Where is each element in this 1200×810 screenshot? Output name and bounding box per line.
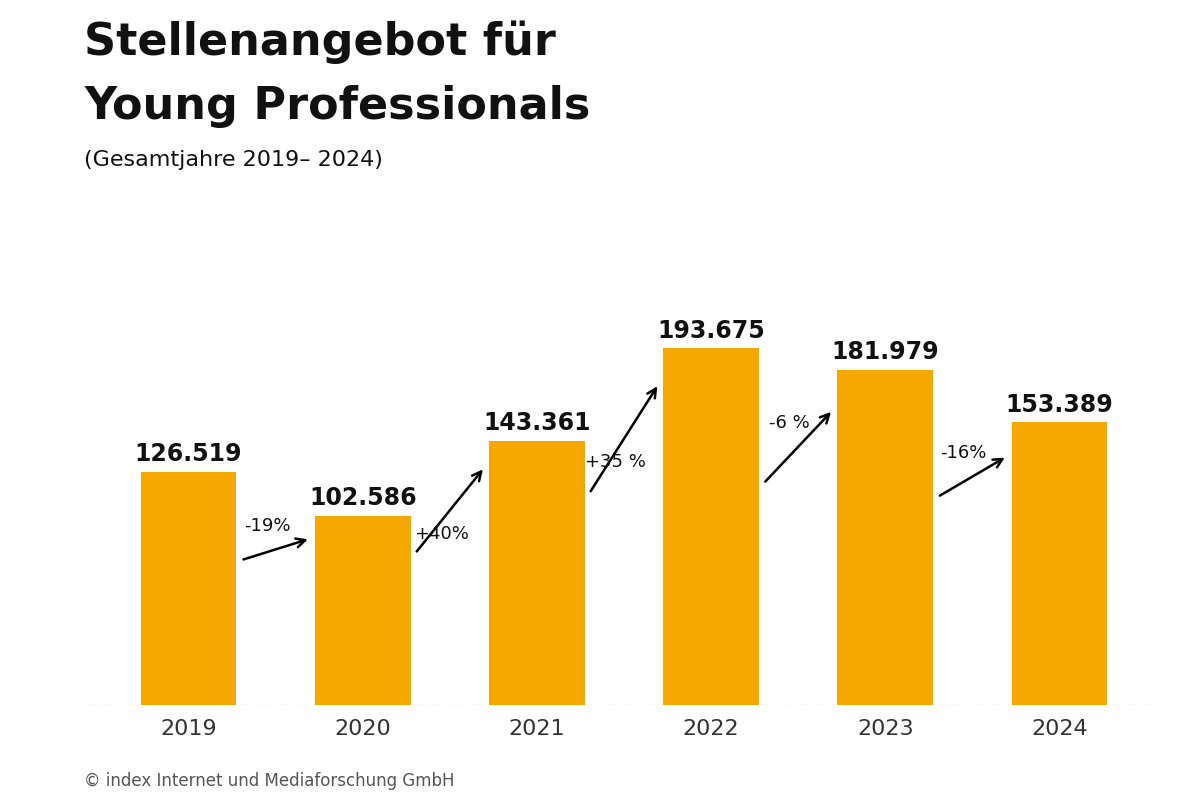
Bar [664,348,760,705]
Text: 181.979: 181.979 [832,340,940,364]
Text: 126.519: 126.519 [134,442,242,467]
Text: +40%: +40% [414,525,468,544]
Text: -6 %: -6 % [769,414,810,432]
Bar [314,516,410,705]
Bar [838,369,934,705]
Bar [490,441,584,705]
Bar [140,471,236,705]
Text: 102.586: 102.586 [308,486,416,510]
Text: -19%: -19% [244,517,290,535]
Text: 143.361: 143.361 [484,411,590,435]
Text: Stellenangebot für: Stellenangebot für [84,20,556,64]
Text: © index Internet und Mediaforschung GmbH: © index Internet und Mediaforschung GmbH [84,772,455,790]
Text: (Gesamtjahre 2019– 2024): (Gesamtjahre 2019– 2024) [84,150,383,170]
Bar [1012,422,1108,705]
Text: 153.389: 153.389 [1006,393,1114,417]
Text: +35 %: +35 % [584,454,646,471]
Text: -16%: -16% [941,444,986,462]
Text: Young Professionals: Young Professionals [84,85,590,128]
Text: 193.675: 193.675 [658,318,764,343]
